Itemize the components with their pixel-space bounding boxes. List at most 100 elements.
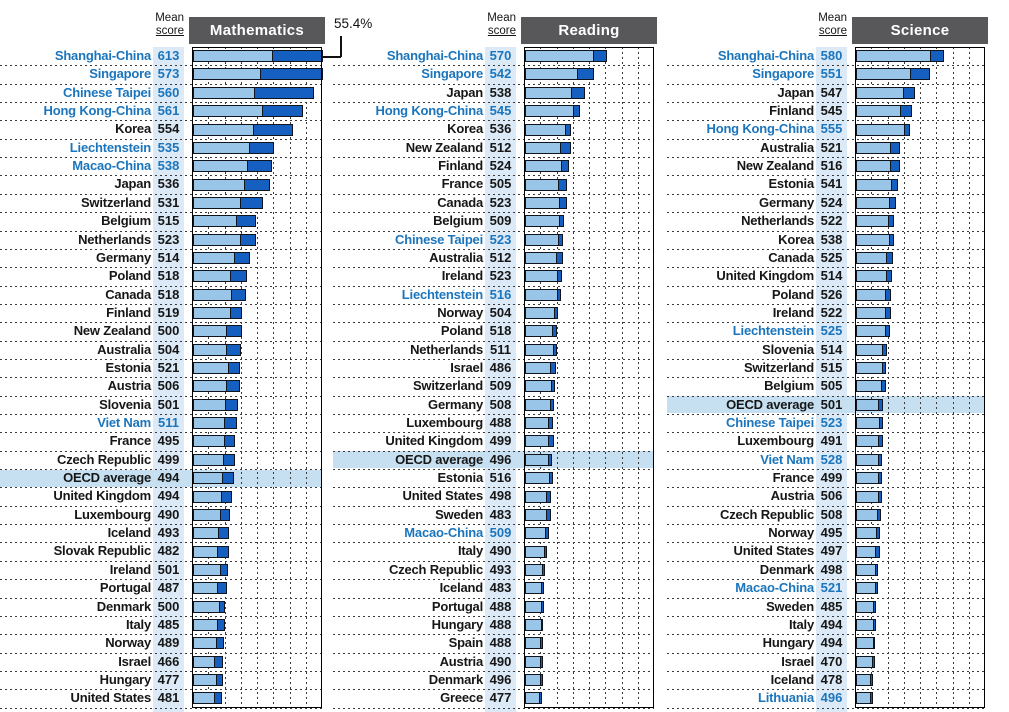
level5-segment (193, 637, 217, 650)
performance-bar-reading (525, 563, 545, 576)
row-separator-line (333, 432, 654, 434)
country-label: Portugal (431, 598, 483, 614)
performance-bar-science (856, 637, 876, 650)
row-separator-line (0, 248, 322, 250)
level6-segment (272, 50, 323, 63)
axis-gridline-15pct-reading (572, 47, 574, 708)
country-label: United Kingdom (53, 488, 151, 504)
level6-segment (873, 637, 876, 650)
level6-segment (551, 380, 555, 393)
row-separator-line (667, 395, 985, 397)
level6-segment (255, 86, 314, 99)
row-separator-line (333, 248, 654, 250)
level5-segment (193, 618, 219, 631)
performance-bar-science (856, 380, 886, 393)
level5-segment (525, 343, 554, 356)
mean-score-value: 493 (489, 561, 512, 577)
performance-bar-science (856, 178, 898, 191)
country-label: Hong Kong-China (43, 103, 152, 119)
performance-bar-science (856, 417, 883, 430)
country-label: Austria (439, 653, 484, 669)
row-separator-line (0, 395, 322, 397)
level6-segment (890, 160, 900, 173)
country-label: Belgium (101, 213, 151, 229)
level6-segment (232, 288, 247, 301)
row-separator-line (0, 377, 322, 379)
country-label: Switzerland (412, 378, 483, 394)
axis-gridline-30pct-reading (621, 47, 623, 708)
performance-bar-mathematics (193, 582, 228, 595)
level6-segment (261, 68, 323, 81)
performance-bar-mathematics (193, 380, 240, 393)
level5-segment (193, 160, 248, 173)
country-label: Finland (769, 103, 814, 119)
level6-segment (551, 398, 554, 411)
level5-segment (193, 215, 237, 228)
mean-score-header-line1: Mean (818, 12, 847, 24)
performance-bar-mathematics (193, 563, 228, 576)
performance-bar-mathematics (193, 490, 232, 503)
level5-segment (525, 251, 557, 264)
mean-score-value: 512 (489, 139, 512, 155)
callout-connector-vertical-line (340, 36, 342, 57)
level6-segment (885, 307, 891, 319)
level5-segment (856, 288, 886, 301)
performance-bar-mathematics (193, 417, 237, 430)
mean-score-column-header-science: Mean score (777, 12, 847, 40)
performance-bar-mathematics (193, 527, 230, 540)
performance-bar-reading (525, 233, 564, 246)
row-separator-line (0, 707, 322, 709)
row-separator-line (333, 322, 654, 324)
level6-segment (247, 160, 273, 173)
mean-score-value: 495 (157, 433, 180, 449)
level5-segment (193, 435, 226, 448)
performance-bar-reading (525, 582, 544, 595)
row-separator-line (0, 138, 322, 140)
level5-segment (193, 362, 229, 375)
country-label: Israel (450, 359, 483, 375)
axis-gridline-5pct-science (871, 47, 873, 708)
level6-segment (220, 563, 228, 576)
level6-segment (553, 343, 557, 356)
country-label: Shanghai-China (386, 48, 483, 63)
mean-score-value: 483 (489, 506, 512, 522)
country-label: Hong Kong-China (375, 103, 484, 119)
level5-segment (193, 674, 217, 686)
row-separator-line (667, 505, 985, 507)
country-label: Liechtenstein (401, 286, 483, 302)
oecd-average-highlight-band-science (667, 396, 985, 414)
country-label: Norway (105, 635, 151, 651)
level6-segment (549, 435, 554, 448)
country-label: Australia (97, 341, 151, 357)
level6-segment (560, 196, 567, 209)
performance-bar-science (856, 141, 900, 154)
level6-segment (886, 270, 893, 283)
callout-connector-horizontal-line (322, 56, 341, 58)
country-label: Chinese Taipei (726, 415, 814, 430)
row-separator-line (0, 487, 322, 489)
performance-bar-mathematics (193, 674, 224, 686)
level6-segment (542, 563, 545, 576)
level6-segment (876, 545, 881, 558)
row-separator-line (0, 634, 322, 636)
row-separator-line (667, 707, 985, 709)
performance-bar-science (856, 527, 881, 540)
country-label: Czech Republic (57, 451, 151, 467)
mean-score-value: 536 (157, 176, 180, 192)
row-separator-line (333, 469, 654, 471)
mean-score-value: 504 (157, 341, 180, 357)
level5-segment (525, 215, 560, 228)
level5-segment (193, 233, 242, 246)
level6-segment (540, 655, 543, 668)
level6-segment (565, 123, 572, 136)
level6-segment (219, 600, 226, 613)
country-label: Hong Kong-China (706, 121, 815, 137)
level6-segment (216, 674, 224, 686)
performance-bar-reading (525, 86, 586, 99)
level5-segment (856, 270, 887, 283)
performance-bar-reading (525, 325, 558, 338)
mean-score-value: 501 (157, 561, 180, 577)
axis-gridline-20pct-science (920, 47, 921, 708)
performance-bar-science (856, 600, 877, 613)
mean-score-value: 542 (489, 66, 512, 82)
